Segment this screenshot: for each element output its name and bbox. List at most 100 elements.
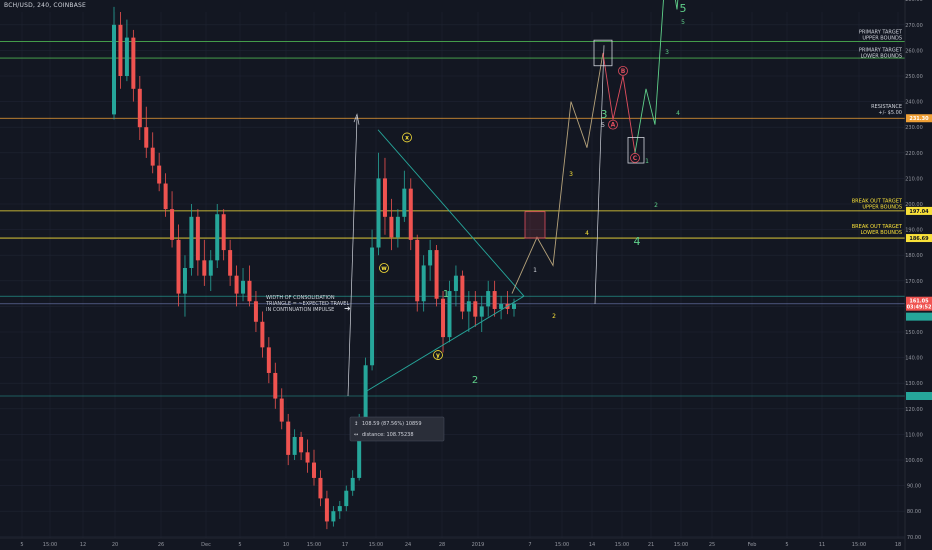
candle-body [266, 347, 271, 373]
wave-4-label: 4 [634, 235, 641, 248]
wave-c-label-circle [630, 153, 640, 163]
consolidation-triangle [366, 129, 525, 392]
breakout-upper-label: UPPER BOUNDS [862, 205, 902, 211]
x-tick-label: 10 [283, 542, 289, 548]
distance-icon: ↔ [354, 432, 358, 438]
wave-a-label: A [611, 122, 616, 129]
candle-body [241, 280, 246, 294]
x-tick-label: Dec [201, 542, 211, 548]
candle-body [453, 275, 458, 292]
candle-body [112, 24, 116, 115]
x-tick-label: 14 [589, 542, 595, 548]
x-tick-label: 15:00 [852, 542, 866, 548]
y-tick-label: 250.00 [905, 74, 923, 80]
candle-body [305, 452, 310, 463]
y-tick-label: 90.00 [907, 484, 921, 490]
candle-body [299, 436, 304, 453]
breakout-target-box [524, 211, 546, 239]
breakout-upper-label: BREAK OUT TARGET [852, 199, 903, 205]
impulse-3-label: 3 [665, 49, 669, 56]
path-3-label: 3 [569, 171, 573, 178]
candle-body [182, 268, 187, 294]
wave-b-label-circle [618, 65, 628, 76]
path-2-label: 2 [552, 313, 556, 320]
y-tick-label: 270.00 [905, 23, 923, 29]
candle-body [189, 216, 194, 268]
x-tick-label: 25 [709, 542, 715, 548]
path-1-label: 1 [533, 267, 537, 274]
wave-5-label: 5 [680, 2, 687, 15]
candle-body [176, 239, 181, 294]
x-tick-label: Feb [748, 542, 757, 548]
candle-body [402, 188, 407, 217]
price-badge [906, 114, 932, 123]
drawings [347, 0, 679, 442]
candle-body [228, 250, 233, 276]
measure-readout: 108.59 (87.56%) 10859 [362, 421, 422, 427]
wave-y-label: y [436, 352, 440, 359]
wave-w-label: w [381, 265, 387, 272]
candle-body [118, 24, 123, 76]
candle-body [318, 477, 323, 499]
y-tick-label: 280.00 [905, 0, 923, 3]
candle-body [363, 365, 368, 422]
x-tick-label: 2019 [472, 542, 485, 548]
y-tick-label: 190.00 [905, 228, 923, 234]
candle-body [221, 214, 226, 251]
candle-body [208, 260, 213, 276]
measure-line [347, 116, 358, 397]
candle-body [144, 127, 149, 148]
price-badge [906, 312, 932, 321]
candle-body [479, 306, 484, 317]
wave-1-label: 1 [443, 289, 449, 300]
candle-body [157, 165, 162, 184]
price-badge-label: 231.30 [909, 116, 929, 122]
candle-body [124, 37, 129, 76]
candle-body [408, 188, 413, 240]
wave-y-label-circle [433, 350, 443, 360]
x-tick-label: 28 [439, 542, 445, 548]
candle-body [215, 214, 220, 261]
candle-body [137, 88, 142, 128]
x-tick-label: 12 [80, 542, 86, 548]
candle-body [331, 511, 336, 522]
impulse-5-label: 5 [681, 19, 685, 26]
primary-target-upper-label: UPPER BOUNDS [862, 36, 902, 42]
candle-body [234, 275, 239, 294]
abc-correction-path [602, 52, 636, 153]
price-badge-label: 03:49:52 [907, 305, 932, 311]
candle-body [460, 275, 465, 312]
grid [0, 12, 905, 538]
x-tick-label: 5 [20, 542, 23, 548]
x-tick-label: 20 [112, 542, 118, 548]
candle-body [350, 477, 355, 491]
price-badge-label: 197.04 [909, 209, 929, 215]
candle-body [273, 372, 278, 399]
candle-body [376, 178, 381, 248]
y-tick-label: 170.00 [905, 279, 923, 285]
candle-body [253, 301, 258, 322]
candle-body [499, 303, 504, 309]
candle-body [260, 321, 265, 348]
x-tick-label: 21 [648, 542, 654, 548]
x-tick-label: 15:00 [369, 542, 383, 548]
y-tick-label: 180.00 [905, 253, 923, 259]
x-tick-label: 5 [785, 542, 788, 548]
breakout-lower-label: LOWER BOUNDS [861, 230, 902, 236]
candle-body [131, 37, 136, 89]
y-tick-label: 200.00 [905, 202, 923, 208]
x-tick-label: 17 [342, 542, 348, 548]
candle-body [286, 421, 291, 455]
y-tick-label: 110.00 [905, 432, 923, 438]
triangle-note: IN CONTINUATION IMPULSE [266, 307, 334, 313]
candle-body [473, 301, 478, 317]
wave-w-label-circle [379, 263, 389, 273]
candle-body [279, 398, 284, 422]
x-tick-label: 24 [405, 542, 411, 548]
x-tick-label: 5 [238, 542, 241, 548]
x-tick-label: 15:00 [307, 542, 321, 548]
wave-x-label-circle [402, 132, 412, 143]
impulse-2-label: 2 [654, 202, 658, 209]
